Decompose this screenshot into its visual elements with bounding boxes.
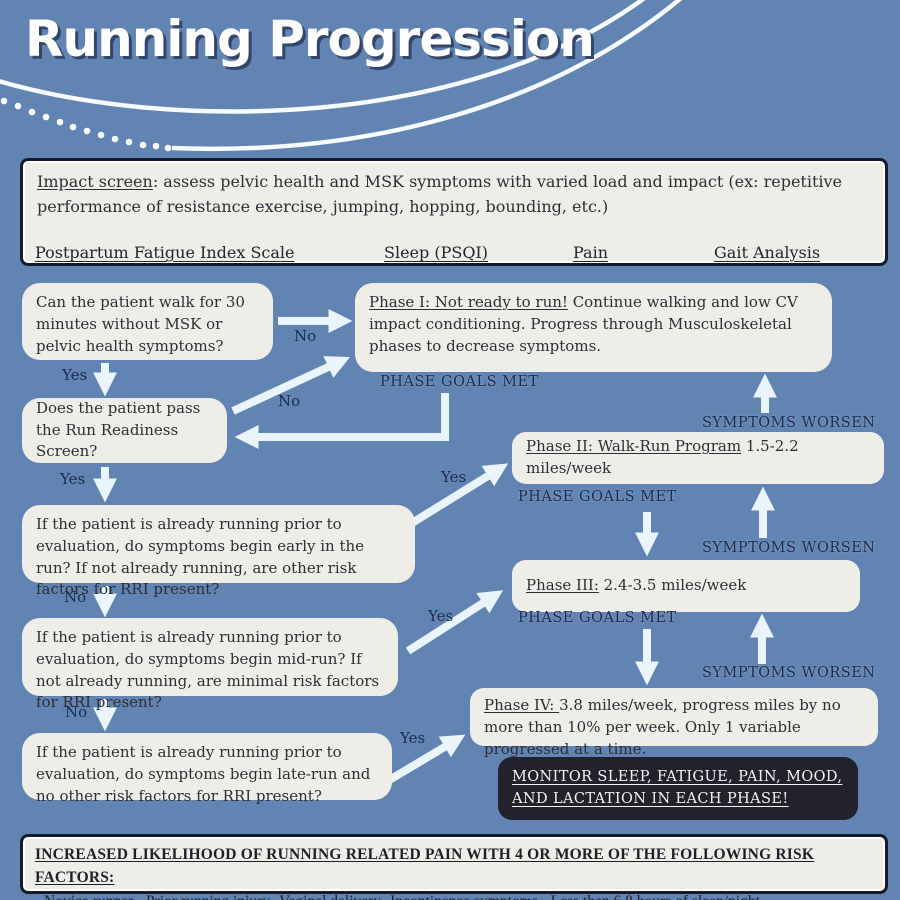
- phase2-box: Phase II: Walk-Run Program 1.5-2.2 miles…: [512, 432, 884, 484]
- phase3-title: Phase III:: [526, 576, 599, 595]
- phase4-text: 3.8 miles/week, progress miles by no mor…: [484, 696, 841, 758]
- question-symptoms-early-run: If the patient is already running prior …: [22, 505, 415, 598]
- label-symptoms-worsen-3: SYMPTOMS WORSEN: [702, 665, 876, 681]
- link-pain[interactable]: Pain: [573, 243, 609, 262]
- monitor-text: MONITOR SLEEP, FATIGUE, PAIN, MOOD, AND …: [512, 769, 843, 807]
- risk-factors-heading: INCREASED LIKELIHOOD OF RUNNING RELATED …: [35, 846, 815, 887]
- question-symptoms-late-run: If the patient is already running prior …: [22, 733, 392, 805]
- dotted-curve: [0, 97, 172, 152]
- arrow-q5-yes-to-phase4: [383, 734, 466, 786]
- link-postpartum-fatigue-index-scale[interactable]: Postpartum Fatigue Index Scale: [35, 243, 295, 262]
- question-run-readiness-screen: Does the patient pass the Run Readiness …: [22, 398, 227, 463]
- impact-screen-description: : assess pelvic health and MSK symptoms …: [37, 172, 843, 216]
- page-title: Running Progression: [25, 10, 595, 68]
- phase4-title: Phase IV:: [484, 696, 560, 714]
- label-phase1-goals-met: PHASE GOALS MET: [380, 374, 539, 390]
- phase1-text: Continue walking and low CV impact condi…: [369, 293, 798, 355]
- phase3-text: 2.4-3.5 miles/week: [598, 576, 747, 595]
- phase2-title: Phase II: Walk-Run Program: [526, 437, 742, 456]
- link-sleep-psqi[interactable]: Sleep (PSQI): [384, 243, 488, 262]
- label-symptoms-worsen-2: SYMPTOMS WORSEN: [702, 540, 876, 556]
- label-yes-q1: Yes: [62, 366, 88, 384]
- risk-factors-list: - Novice runner - Prior running injury -…: [35, 890, 873, 900]
- phase1-box: Phase I: Not ready to run! Continue walk…: [355, 283, 832, 372]
- phase4-box: Phase IV: 3.8 miles/week, progress miles…: [470, 688, 878, 758]
- impact-screen-heading: Impact screen: [37, 172, 153, 191]
- phase3-box: Phase III: 2.4-3.5 miles/week: [512, 560, 860, 612]
- label-phase2-goals-met: PHASE GOALS MET: [518, 489, 677, 505]
- phase2-text: 1.5-2.2 miles/week: [526, 437, 799, 477]
- label-yes-q4: Yes: [428, 607, 454, 625]
- label-phase3-goals-met: PHASE GOALS MET: [518, 610, 677, 626]
- question-symptoms-mid-run: If the patient is already running prior …: [22, 618, 398, 711]
- link-gait-analysis[interactable]: Gait Analysis: [714, 243, 821, 262]
- impact-screen-box: Impact screen: assess pelvic health and …: [20, 158, 888, 266]
- monitor-callout-box: MONITOR SLEEP, FATIGUE, PAIN, MOOD, AND …: [498, 757, 858, 820]
- risk-factors-box: INCREASED LIKELIHOOD OF RUNNING RELATED …: [20, 834, 888, 900]
- label-no-q4: No: [65, 703, 88, 721]
- label-no-q3: No: [64, 588, 87, 606]
- label-no-q2: No: [278, 392, 301, 410]
- impact-screen-text: Impact screen: assess pelvic health and …: [37, 170, 871, 220]
- question-walk-30-minutes: Can the patient walk for 30 minutes with…: [22, 283, 273, 360]
- label-yes-q3: Yes: [441, 468, 467, 486]
- label-yes-q2: Yes: [60, 470, 86, 488]
- label-symptoms-worsen-1: SYMPTOMS WORSEN: [702, 415, 876, 431]
- label-yes-q5: Yes: [400, 729, 426, 747]
- phase1-title: Phase I: Not ready to run!: [369, 293, 568, 311]
- label-no-q1: No: [294, 327, 317, 345]
